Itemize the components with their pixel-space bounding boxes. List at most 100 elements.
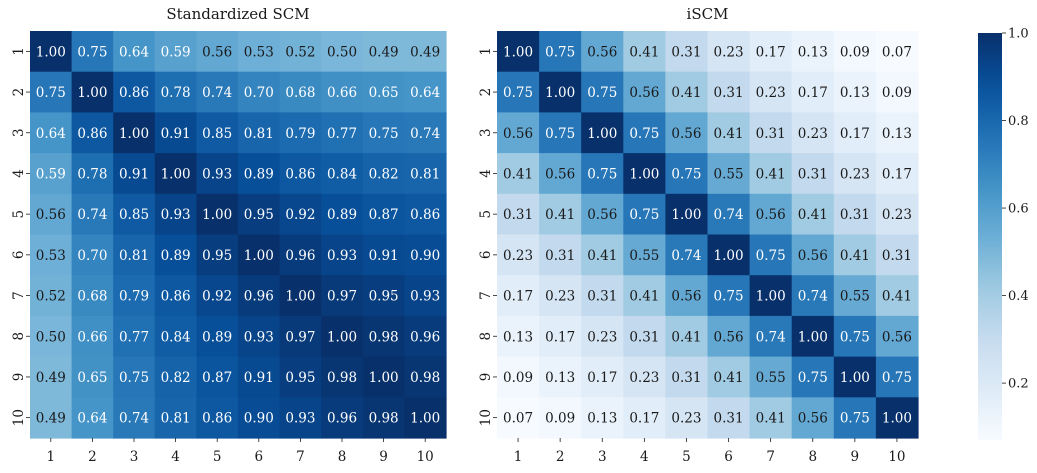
heatmap-cell (154, 315, 197, 358)
cell-value-label: 0.31 (629, 329, 659, 345)
cell-value-label: 0.31 (671, 44, 701, 60)
cell-value-label: 0.31 (840, 207, 870, 223)
cell-value-label: 0.74 (77, 207, 107, 223)
heatmap-cell (749, 234, 793, 276)
cell-value-label: 0.13 (545, 370, 575, 386)
heatmap-cell (279, 275, 322, 317)
heatmap-cell (71, 275, 114, 317)
y-tick-label: 5 (478, 210, 494, 219)
cell-value-label: 0.95 (285, 370, 315, 386)
y-tick-label: 1 (478, 47, 494, 56)
cell-value-label: 1.00 (587, 126, 617, 142)
cell-value-label: 0.59 (161, 44, 191, 60)
heatmap-cell (113, 31, 156, 73)
cell-value-label: 0.78 (161, 85, 191, 101)
cell-value-label: 0.77 (119, 329, 149, 345)
cell-value-label: 1.00 (840, 370, 870, 386)
cell-value-label: 0.74 (671, 248, 701, 264)
cell-value-label: 0.85 (119, 207, 149, 223)
cell-value-label: 0.56 (882, 329, 912, 345)
cell-value-label: 0.53 (244, 44, 274, 60)
heatmap-cell (833, 275, 877, 317)
heatmap-cell (749, 315, 793, 358)
x-tick-label: 6 (255, 449, 264, 465)
heatmap-cell (154, 234, 197, 276)
cell-value-label: 0.13 (503, 329, 533, 345)
cell-value-label: 0.91 (244, 370, 274, 386)
y-tick-label: 10 (11, 409, 27, 426)
heatmap-cell (196, 234, 239, 276)
heatmap-cell (113, 234, 156, 276)
heatmap-cell (404, 356, 447, 398)
heatmap-cell (665, 234, 709, 276)
heatmap-cell (362, 275, 405, 317)
cell-value-label: 0.93 (161, 207, 191, 223)
heatmap-cell (71, 315, 114, 358)
cell-value-label: 0.86 (202, 411, 232, 427)
heatmap-cell (71, 397, 114, 439)
heatmap-cell (707, 315, 751, 358)
colorbar-tick-label: 0.6 (1008, 202, 1029, 217)
heatmap-cell (196, 112, 239, 154)
heatmap-cell (404, 234, 447, 276)
heatmap-cell (665, 153, 709, 195)
y-tick-label: 10 (478, 409, 494, 426)
cell-value-label: 0.96 (285, 248, 315, 264)
cell-value-label: 0.68 (285, 85, 315, 101)
cell-value-label: 0.75 (545, 126, 575, 142)
heatmap-cell (497, 112, 540, 154)
cell-value-label: 0.91 (369, 248, 399, 264)
cell-value-label: 0.23 (545, 289, 575, 305)
heatmap-standardized-scm: Standardized SCM 1.00 0.75 0.64 0.59 0.56 0.53… (11, 5, 447, 465)
heatmap-cell (362, 31, 405, 73)
cell-value-label: 0.41 (587, 248, 617, 264)
heatmap-cell (623, 31, 666, 73)
cell-value-label: 1.00 (77, 85, 107, 101)
x-tick-label: 7 (766, 449, 775, 465)
cell-value-label: 1.00 (285, 289, 315, 305)
cell-value-label: 0.53 (36, 248, 66, 264)
cell-value-label: 1.00 (119, 126, 149, 142)
heatmap-cell (279, 31, 322, 73)
cell-value-label: 0.55 (840, 289, 870, 305)
cell-value-label: 0.77 (327, 126, 357, 142)
heatmap-cell (791, 31, 835, 73)
heatmap-cell (497, 234, 540, 276)
cell-value-label: 0.75 (587, 85, 617, 101)
cell-value-label: 0.17 (798, 85, 828, 101)
heatmap-cell (539, 315, 582, 358)
cell-value-label: 0.17 (587, 370, 617, 386)
cell-value-label: 0.07 (882, 44, 912, 60)
cell-value-label: 0.92 (285, 207, 315, 223)
cell-value-label: 0.56 (756, 207, 786, 223)
heatmap-cell (791, 356, 835, 398)
cell-value-label: 0.17 (629, 411, 659, 427)
cell-value-label: 0.75 (587, 166, 617, 182)
heatmap-cell (791, 275, 835, 317)
heatmap-cell (113, 356, 156, 398)
heatmap-cell (749, 356, 793, 398)
cell-value-label: 0.81 (244, 126, 274, 142)
cell-value-label: 0.41 (756, 411, 786, 427)
heatmap-cell (279, 153, 322, 195)
y-tick-label: 7 (11, 291, 27, 300)
cell-value-label: 0.52 (36, 289, 66, 305)
cell-value-label: 0.13 (882, 126, 912, 142)
heatmap-cell (497, 153, 540, 195)
heatmap-cell (154, 31, 197, 73)
heatmap-cell (238, 275, 281, 317)
cell-value-label: 0.56 (798, 411, 828, 427)
heatmap-cell (113, 397, 156, 439)
cell-value-label: 1.00 (410, 411, 440, 427)
cell-value-label: 0.31 (671, 370, 701, 386)
cell-value-label: 0.75 (882, 370, 912, 386)
heatmap-cell (749, 193, 793, 236)
cell-value-label: 0.93 (410, 289, 440, 305)
heatmap-cell (707, 275, 751, 317)
heatmap-cell (749, 397, 793, 439)
cell-value-label: 0.23 (840, 166, 870, 182)
cell-value-label: 0.95 (244, 207, 274, 223)
heatmap-cell (279, 112, 322, 154)
cell-value-label: 0.49 (369, 44, 399, 60)
heatmap-cell (404, 153, 447, 195)
